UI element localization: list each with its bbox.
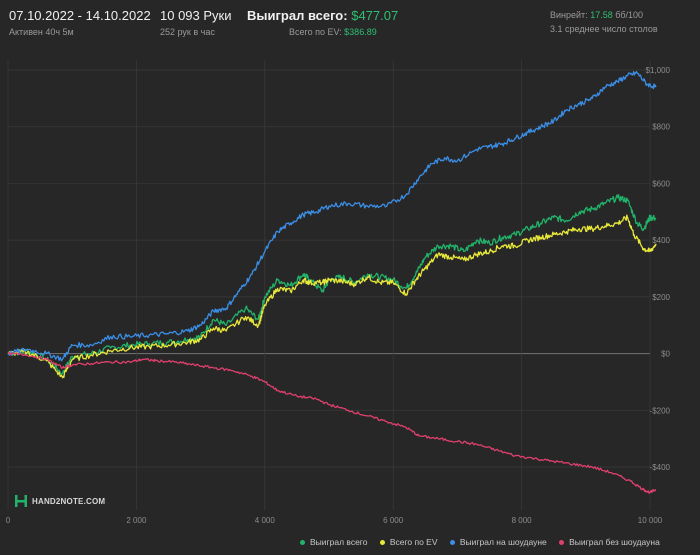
y-tick-label: -$400 [650, 463, 671, 472]
series-line-won-total [7, 194, 657, 376]
y-tick-label: $400 [652, 236, 670, 245]
active-time: Активен 40ч 5м [9, 27, 74, 37]
date-block: 07.10.2022 - 14.10.2022 Активен 40ч 5м [9, 8, 151, 37]
winrate-unit: бб/100 [615, 10, 644, 20]
y-tick-label: $800 [652, 123, 670, 132]
x-tick-label: 2 000 [126, 516, 147, 525]
legend-label: Выиграл на шоудауне [459, 537, 547, 547]
x-tick-label: 6 000 [383, 516, 404, 525]
x-tick-label: 8 000 [512, 516, 533, 525]
hands-per-hour: 252 рук в час [160, 27, 215, 37]
series-lines [7, 70, 657, 494]
stats-header: 07.10.2022 - 14.10.2022 Активен 40ч 5м 1… [0, 0, 700, 44]
legend-dot-icon [449, 540, 455, 546]
won-total-value: $477.07 [351, 8, 399, 23]
series-line-non-showdown [7, 351, 657, 494]
legend-dot-icon [300, 540, 305, 546]
x-tick-label: 0 [6, 516, 11, 525]
chart-legend: Выиграл всего Всего по EV Выиграл на шоу… [300, 537, 670, 547]
x-axis-labels: 0 2 000 4 000 6 000 8 000 10 000 [6, 516, 663, 525]
won-block: Выиграл всего: $477.07 Всего по EV: $386… [247, 8, 398, 37]
y-tick-label: -$200 [650, 406, 671, 415]
hand2note-logo: HAND2NOTE.COM [14, 494, 105, 508]
ev-total-label: Всего по EV: [289, 27, 342, 37]
legend-item-won-total[interactable]: Выиграл всего [300, 537, 367, 547]
legend-item-showdown[interactable]: Выиграл на шоудауне [449, 537, 547, 547]
series-line-ev [7, 214, 657, 379]
ev-total-value: $386.89 [344, 27, 377, 37]
won-total-label: Выиграл всего: [247, 8, 348, 23]
y-tick-label: $200 [652, 293, 670, 302]
grid-lines [7, 60, 651, 510]
y-tick-label: $0 [661, 350, 670, 359]
date-range: 07.10.2022 - 14.10.2022 [9, 8, 151, 23]
winrate-block: Винрейт: 17.58 бб/100 3.1 среднее число … [550, 8, 658, 34]
legend-dot-icon [379, 540, 385, 546]
winrate-label: Винрейт: [550, 10, 588, 20]
x-tick-label: 10 000 [638, 516, 663, 525]
y-axis-labels: -$400 -$200 $0 $200 $400 $600 $800 $1,000 [646, 66, 671, 472]
hand2note-logo-icon [14, 494, 28, 508]
legend-label: Выиграл всего [310, 537, 368, 547]
series-line-showdown [7, 70, 657, 362]
avg-tables: 3.1 среднее число столов [550, 24, 658, 34]
legend-dot-icon [559, 540, 565, 546]
x-tick-label: 4 000 [255, 516, 276, 525]
legend-label: Всего по EV [389, 537, 438, 547]
y-tick-label: $600 [652, 179, 670, 188]
winrate-value: 17.58 [590, 10, 613, 20]
legend-label: Выиграл без шоудауна [569, 537, 660, 547]
hands-count: 10 093 Руки [160, 8, 232, 23]
hand2note-logo-text: HAND2NOTE.COM [32, 496, 106, 506]
legend-item-non-showdown[interactable]: Выиграл без шоудауна [559, 537, 660, 547]
hands-block: 10 093 Руки 252 рук в час [160, 8, 232, 37]
legend-item-ev[interactable]: Всего по EV [379, 537, 438, 547]
y-tick-label: $1,000 [646, 66, 671, 75]
